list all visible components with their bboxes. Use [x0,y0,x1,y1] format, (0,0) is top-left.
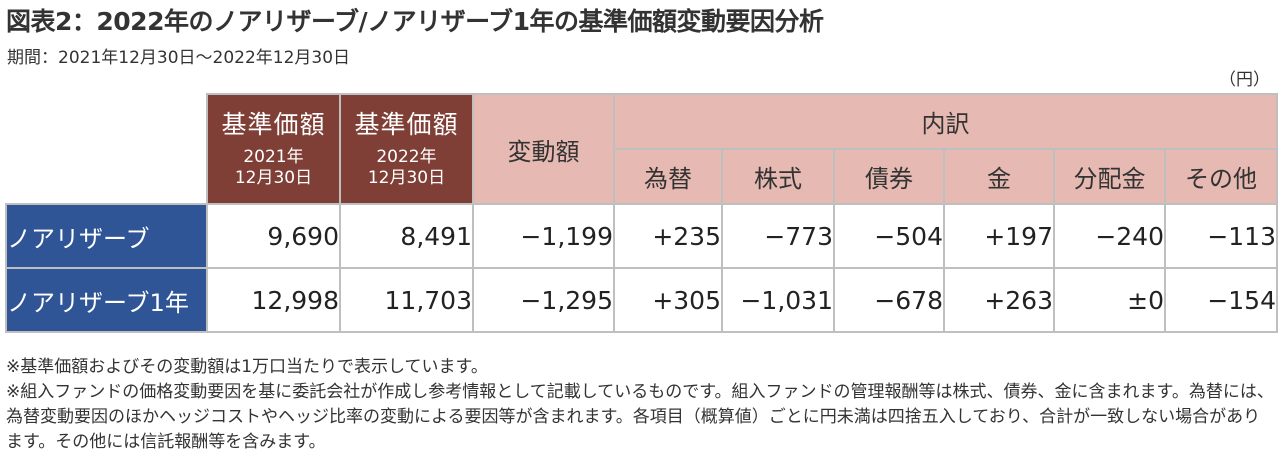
header-stocks: 株式 [721,148,835,205]
header-bonds: 債券 [833,148,945,205]
cell-distribution: −240 [1053,203,1166,269]
cell-nav-2022: 8,491 [339,203,474,269]
footnote: ※組入ファンドの価格変動要因を基に委託会社が作成し参考情報として記載しているもの… [6,382,1274,452]
header-other: その他 [1164,148,1278,205]
corner-cell [6,94,207,204]
cell-other: −113 [1164,203,1278,269]
header-nav-2022-year: 2022年 [376,147,437,167]
cell-fx: +305 [613,267,723,333]
period-label: 期間：2021年12月30日～2022年12月30日 [7,48,351,68]
header-distribution: 分配金 [1053,148,1166,205]
header-nav-2022-date: 12月30日 [367,168,446,188]
header-nav-2022: 基準価額 2022年 12月30日 [339,93,474,205]
table-row: ノアリザーブ1年 12,998 11,703 −1,295 +305 −1,03… [5,267,1278,333]
cell-distribution: ±0 [1053,267,1166,333]
cell-nav-2021: 9,690 [206,203,341,269]
cell-nav-2022: 11,703 [339,267,474,333]
table-row: ノアリザーブ 9,690 8,491 −1,199 +235 −773 −504… [5,203,1278,269]
cell-fx: +235 [613,203,723,269]
page-title: 図表2：2022年のノアリザーブ/ノアリザーブ1年の基準価額変動要因分析 [6,7,824,36]
header-change: 変動額 [472,93,615,205]
cell-gold: +263 [943,267,1055,333]
header-fx: 為替 [613,148,723,205]
header-nav-2021-date: 12月30日 [234,168,313,188]
cell-stocks: −1,031 [721,267,835,333]
cell-stocks: −773 [721,203,835,269]
cell-bonds: −504 [833,203,945,269]
cell-change: −1,199 [472,203,615,269]
cell-nav-2021: 12,998 [206,267,341,333]
cell-change: −1,295 [472,267,615,333]
unit-label: （円） [1219,70,1270,90]
header-nav-2022-main: 基準価額 [354,110,459,139]
cell-other: −154 [1164,267,1278,333]
cell-bonds: −678 [833,267,945,333]
header-nav-2021-year: 2021年 [243,147,304,167]
row-name: ノアリザーブ [5,203,208,269]
row-name: ノアリザーブ1年 [5,267,208,333]
footnotes: ※基準価額およびその変動額は1万口当たりで表示しています。 ※組入ファンドの価格… [6,355,1274,455]
header-breakdown: 内訳 [613,93,1278,150]
header-nav-2021: 基準価額 2021年 12月30日 [206,93,341,205]
header-nav-2021-main: 基準価額 [221,110,326,139]
footnote: ※基準価額およびその変動額は1万口当たりで表示しています。 [6,357,488,377]
header-gold: 金 [943,148,1055,205]
cell-gold: +197 [943,203,1055,269]
analysis-table: 基準価額 2021年 12月30日 基準価額 2022年 12月30日 変動額 … [5,93,1278,333]
